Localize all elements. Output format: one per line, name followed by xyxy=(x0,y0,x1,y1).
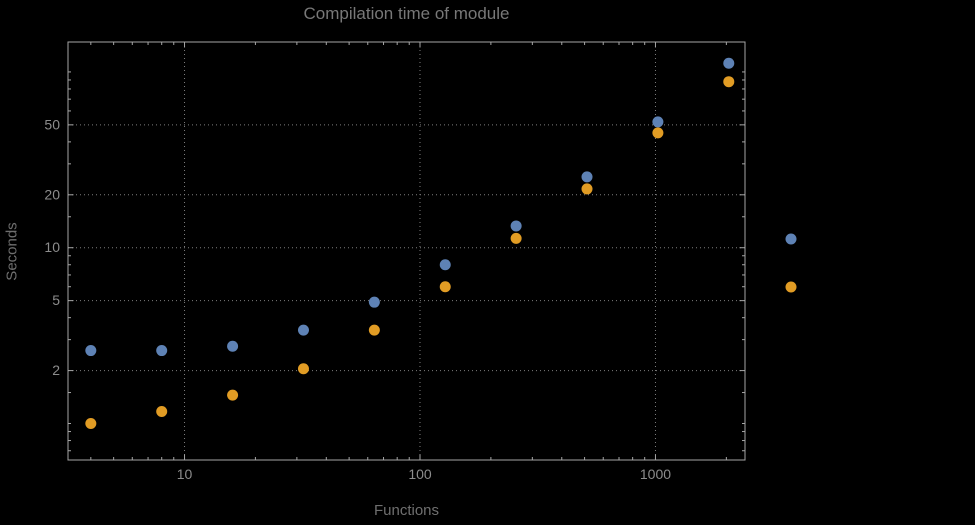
data-point xyxy=(510,232,522,244)
data-point xyxy=(368,324,380,336)
x-axis-label: Functions xyxy=(373,502,440,519)
data-point xyxy=(297,324,309,336)
x-tick-label: 10 xyxy=(177,466,193,482)
data-point xyxy=(723,76,735,88)
y-axis-label: Seconds xyxy=(3,222,21,281)
data-point xyxy=(723,57,735,69)
data-point xyxy=(227,389,239,401)
data-point xyxy=(581,171,593,183)
y-tick-label: 2 xyxy=(52,362,60,378)
data-point xyxy=(581,183,593,195)
data-point xyxy=(439,259,451,271)
legend-marker xyxy=(785,281,797,293)
y-tick-label: 20 xyxy=(44,186,60,202)
data-point xyxy=(510,220,522,232)
y-tick-label: 50 xyxy=(44,116,60,132)
data-point xyxy=(85,345,97,357)
legend-marker xyxy=(785,233,797,245)
data-point xyxy=(652,127,664,139)
data-point xyxy=(439,281,451,293)
data-point xyxy=(368,296,380,308)
data-point xyxy=(85,418,97,430)
y-tick-label: 5 xyxy=(52,292,60,308)
data-point xyxy=(227,340,239,352)
data-point xyxy=(652,116,664,128)
x-tick-label: 1000 xyxy=(640,466,671,482)
plot-frame xyxy=(67,41,746,461)
data-point xyxy=(297,363,309,375)
y-tick-label: 10 xyxy=(44,239,60,255)
data-point xyxy=(156,406,168,418)
data-point xyxy=(156,345,168,357)
x-tick-label: 100 xyxy=(408,466,432,482)
chart-title: Compilation time of module xyxy=(303,4,510,23)
